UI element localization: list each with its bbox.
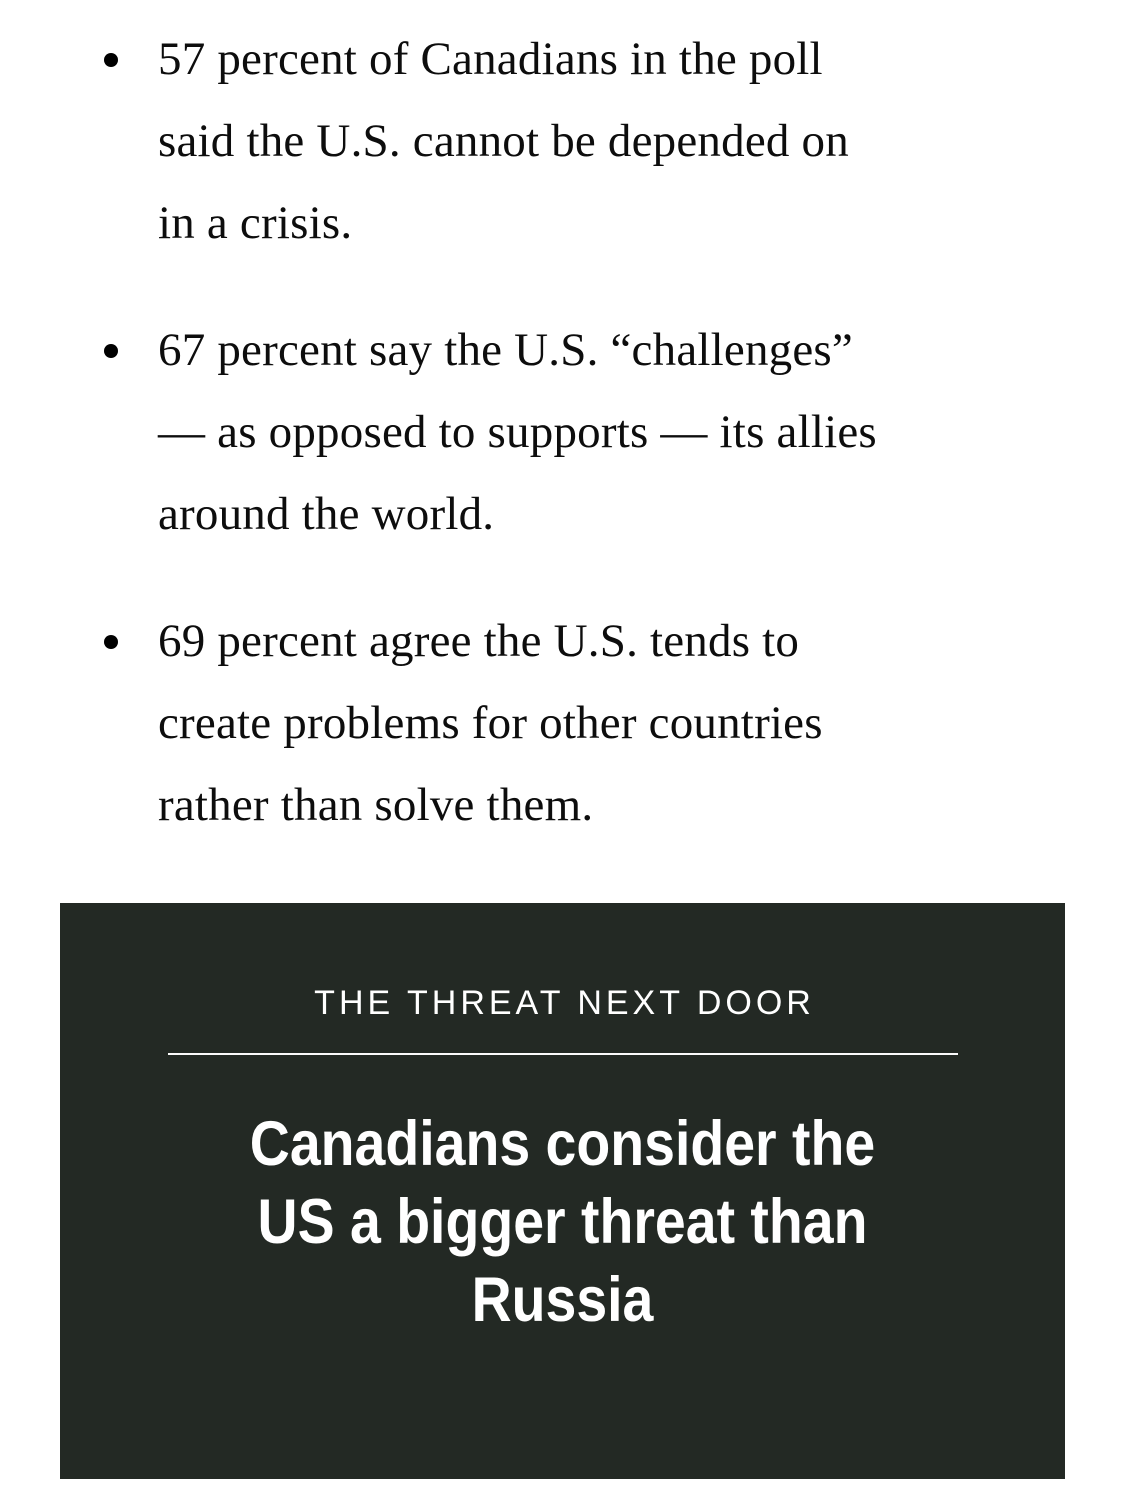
list-item-line: said the U.S. cannot be depended on <box>158 115 849 167</box>
list-item-line: 69 percent agree the U.S. tends to <box>158 615 800 667</box>
list-item-line: 57 percent of Canadians in the poll <box>158 33 823 85</box>
card-headline-line: US a bigger threat than <box>257 1187 868 1257</box>
page: { "article": { "bullets": [ { "lines": [… <box>0 18 1125 1510</box>
list-item: 67 percent say the U.S. “challenges” — a… <box>62 309 1063 555</box>
card-headline: Canadians consider the US a bigger threa… <box>120 1105 1004 1339</box>
list-item-line: rather than solve them. <box>158 779 594 831</box>
list-item-line: 67 percent say the U.S. “challenges” <box>158 324 853 376</box>
card-kicker: THE THREAT NEXT DOOR <box>314 984 815 1022</box>
list-item: 69 percent agree the U.S. tends to creat… <box>62 600 1063 846</box>
article-body: 57 percent of Canadians in the poll said… <box>0 18 1125 1479</box>
list-item-line: — as opposed to supports — its allies <box>158 406 877 458</box>
list-item-line: create problems for other countries <box>158 697 823 749</box>
list-item-line: in a crisis. <box>158 197 353 249</box>
list-item: 57 percent of Canadians in the poll said… <box>62 18 1063 264</box>
card-headline-line: Canadians consider the <box>249 1109 876 1179</box>
card-headline-line: Russia <box>471 1265 654 1335</box>
card-divider <box>167 1053 958 1055</box>
poll-findings-list: 57 percent of Canadians in the poll said… <box>0 18 1125 846</box>
threat-next-door-card[interactable]: THE THREAT NEXT DOOR Canadians consider … <box>60 903 1065 1479</box>
list-item-line: around the world. <box>158 488 495 540</box>
